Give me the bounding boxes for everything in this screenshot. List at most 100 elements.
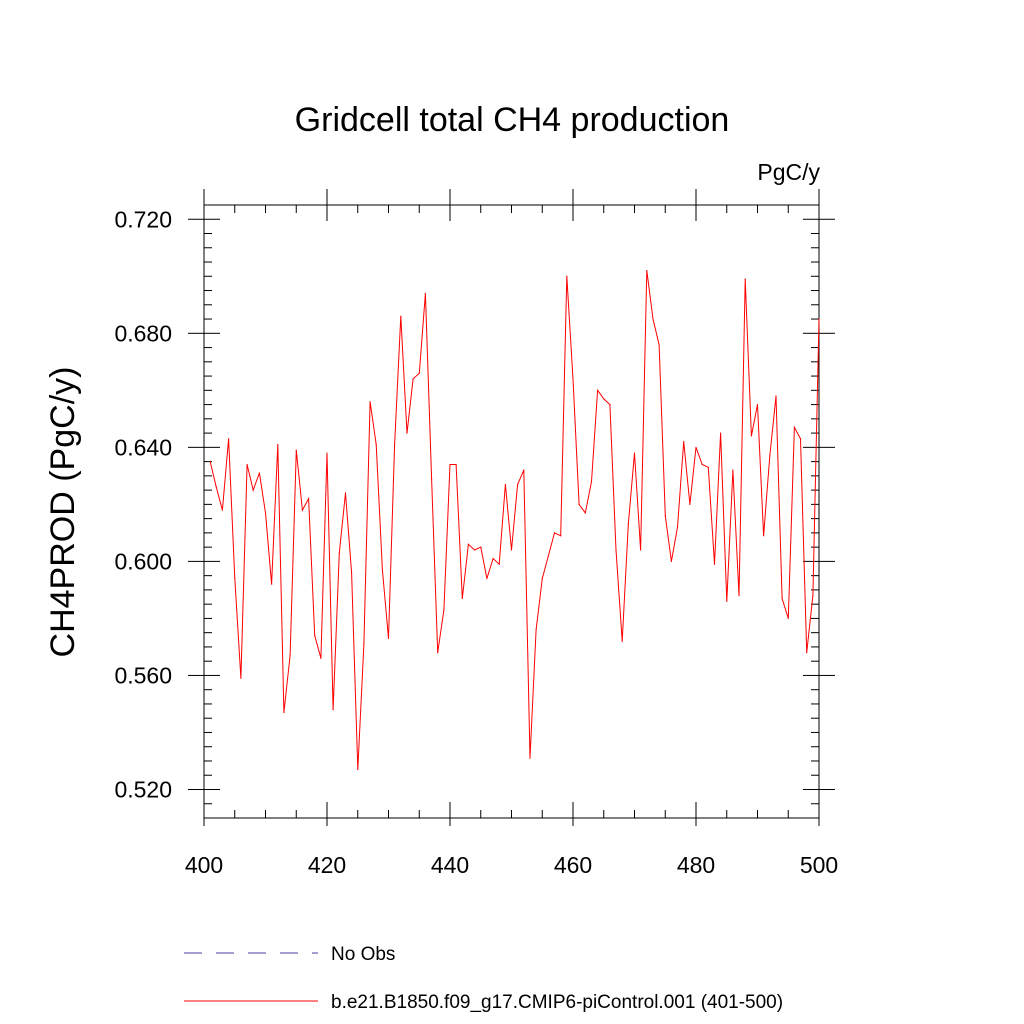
data-point	[430, 478, 433, 480]
data-point	[523, 469, 525, 471]
x-axis: 400 420 440 460 480 500	[185, 189, 838, 878]
data-point	[357, 768, 359, 771]
data-point	[474, 549, 476, 551]
data-point	[627, 523, 629, 525]
units-label: PgC/y	[757, 159, 820, 185]
data-point	[289, 654, 291, 657]
data-point	[689, 503, 691, 505]
y-tick-label: 0.640	[114, 434, 172, 460]
data-point	[381, 569, 383, 571]
x-tick-label: 500	[800, 852, 838, 878]
data-point	[707, 466, 709, 468]
data-point	[701, 463, 703, 466]
data-point	[541, 577, 543, 580]
data-point	[676, 526, 679, 528]
data-point	[793, 426, 796, 428]
y-tick-label: 0.600	[114, 548, 172, 574]
data-point	[744, 278, 746, 280]
data-point	[572, 378, 574, 380]
data-point	[240, 677, 242, 679]
data-point	[351, 572, 353, 574]
data-point	[597, 389, 599, 391]
data-point	[480, 546, 482, 548]
data-point	[713, 563, 716, 565]
data-point	[215, 486, 217, 488]
data-point	[326, 452, 328, 454]
data-point	[320, 657, 322, 659]
legend-label: b.e21.B1850.f09_g17.CMIP6-piControl.001 …	[331, 992, 783, 1013]
data-point	[763, 535, 765, 537]
x-tick-label: 480	[677, 852, 715, 878]
data-point	[369, 401, 371, 403]
data-point	[375, 443, 377, 446]
y-axis: 0.520 0.560 0.600 0.640 0.680 0.720	[114, 204, 835, 819]
legend: No Obs b.e21.B1850.f09_g17.CMIP6-piContro…	[184, 944, 783, 1013]
data-point	[812, 595, 814, 597]
data-point	[695, 446, 697, 448]
data-point	[209, 461, 211, 463]
data-point	[726, 600, 728, 602]
data-point	[560, 535, 562, 537]
data-point	[769, 455, 771, 457]
data-point	[258, 472, 260, 474]
y-tick-label: 0.560	[114, 662, 172, 688]
data-point	[498, 563, 500, 565]
data-point	[640, 549, 642, 551]
data-point	[750, 435, 752, 437]
data-point	[252, 489, 254, 491]
chart-title: Gridcell total CH4 production	[295, 101, 730, 139]
data-point	[363, 643, 365, 645]
data-point	[738, 595, 740, 597]
data-point	[787, 617, 789, 620]
data-point	[732, 469, 734, 471]
legend-label: No Obs	[331, 944, 395, 965]
data-point	[806, 652, 808, 654]
data-point	[720, 432, 722, 434]
data-point	[517, 483, 519, 486]
data-point	[578, 503, 580, 505]
data-point	[277, 443, 279, 446]
data-point	[283, 711, 285, 714]
x-tick-label: 460	[554, 852, 592, 878]
data-point	[775, 395, 777, 397]
data-point	[553, 532, 556, 534]
x-tick-label: 420	[308, 852, 346, 878]
data-point	[246, 463, 248, 466]
data-point	[504, 483, 506, 486]
data-point	[664, 515, 666, 517]
data-point	[301, 509, 303, 511]
y-axis-label: CH4PROD (PgC/y)	[44, 367, 82, 658]
data-point	[228, 438, 230, 440]
data-point	[799, 438, 802, 440]
data-point	[486, 577, 488, 580]
data-point	[449, 463, 451, 466]
data-point	[455, 463, 457, 466]
data-point	[510, 549, 513, 551]
data-point	[467, 543, 470, 545]
data-point	[652, 318, 654, 320]
data-point	[443, 609, 445, 611]
data-point	[437, 652, 439, 654]
data-point	[603, 398, 605, 400]
data-point	[781, 597, 783, 600]
data-point	[818, 318, 820, 320]
data-point	[412, 378, 414, 380]
data-point	[756, 403, 759, 406]
data-point	[683, 441, 685, 443]
data-point	[658, 344, 660, 346]
data-point	[332, 709, 334, 711]
data-point	[400, 315, 402, 317]
data-point	[424, 292, 426, 294]
data-point	[394, 443, 396, 446]
data-point	[529, 757, 531, 759]
data-point	[670, 560, 673, 562]
data-point	[621, 640, 623, 642]
data-point	[406, 432, 408, 434]
data-point	[221, 509, 224, 511]
data-point	[314, 634, 316, 637]
data-point	[615, 549, 617, 551]
data-point	[338, 552, 340, 554]
data-point	[418, 372, 420, 374]
